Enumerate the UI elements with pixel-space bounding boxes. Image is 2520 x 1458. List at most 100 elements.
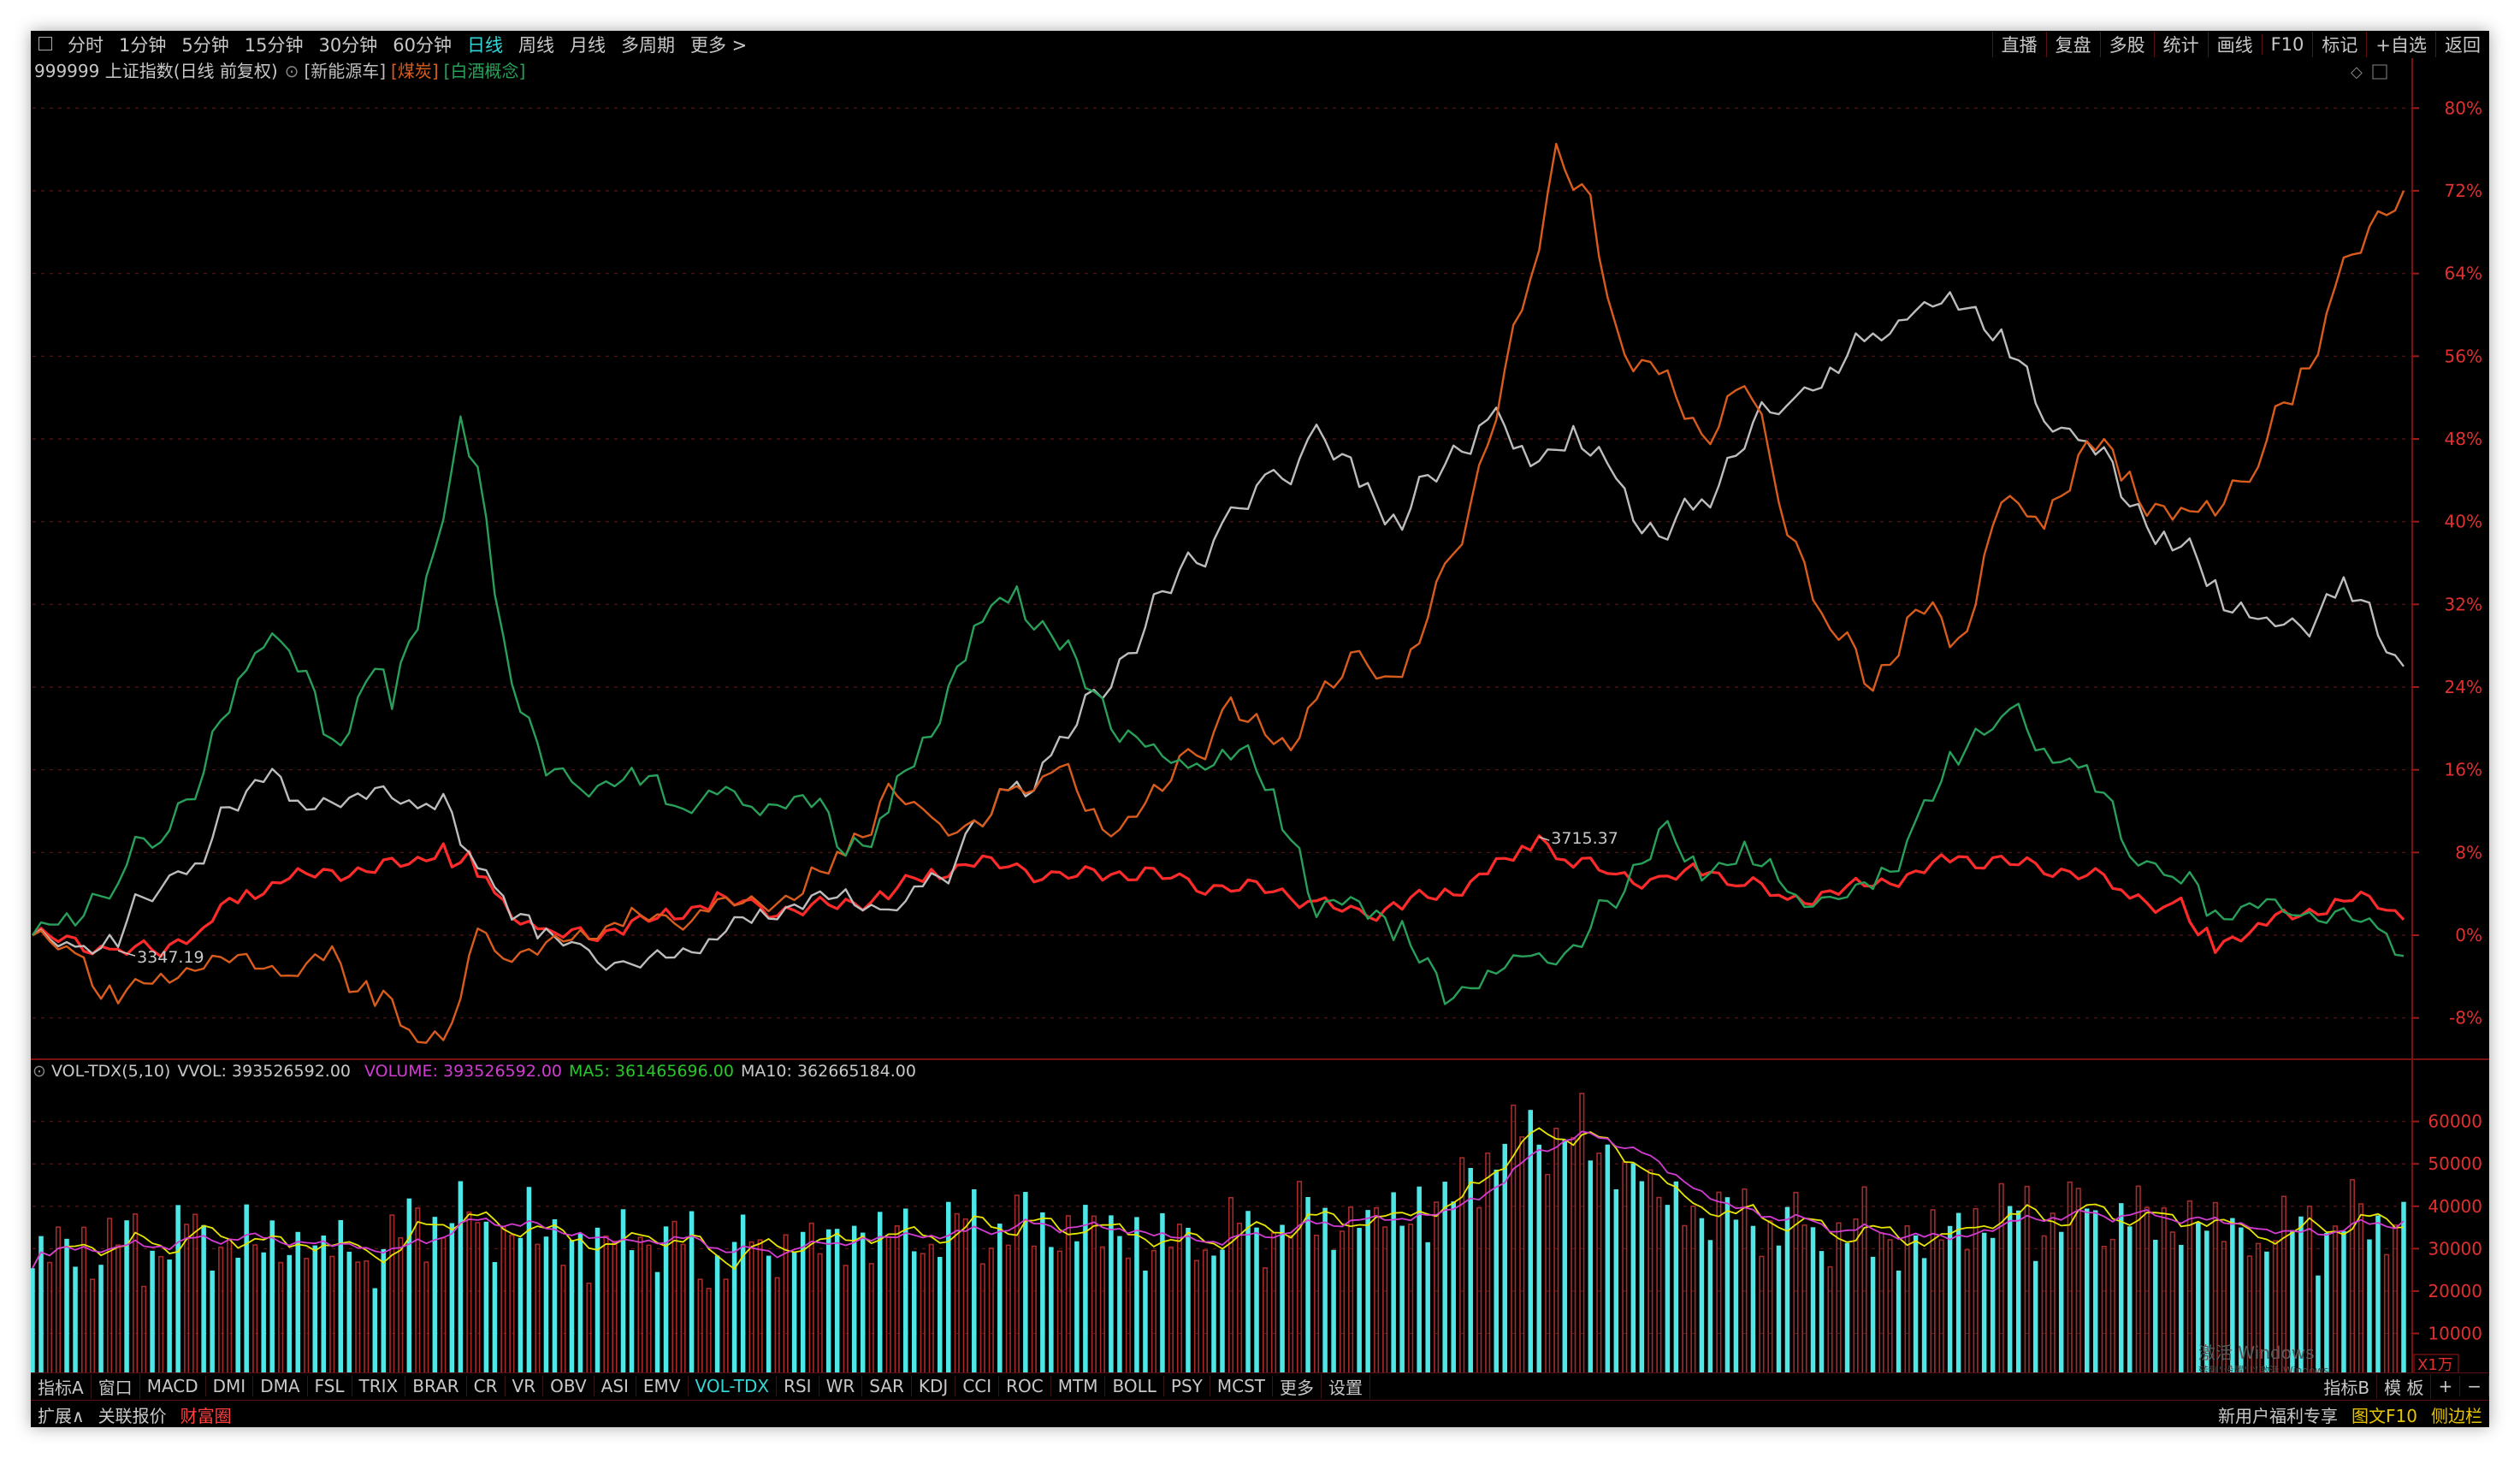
period-item[interactable]: 1分钟 [119, 35, 167, 56]
volume-y-tick-label: 40000 [2428, 1196, 2482, 1217]
volume-bar [235, 1257, 240, 1376]
y-tick-label: 8% [2455, 842, 2482, 862]
tabbar-right-item[interactable]: 指标B [2316, 1373, 2378, 1399]
volume-bar [1322, 1207, 1328, 1376]
volume-bar [1990, 1237, 1996, 1376]
volume-bar [2196, 1222, 2201, 1376]
volume-bar [406, 1198, 412, 1376]
chart-area[interactable]: 999999 上证指数(日线 前复权) ⊙ [新能源车] [煤炭] [白酒概念] ◇80%… [31, 58, 2489, 1390]
status-left-item[interactable]: 关联报价 [98, 1405, 167, 1426]
volume-bar [620, 1209, 626, 1376]
volume-y-tick-label: 60000 [2428, 1111, 2482, 1132]
indicator-tab[interactable]: 指标A [31, 1373, 92, 1399]
tabbar-right-item[interactable]: + [2431, 1376, 2461, 1396]
indicator-tab[interactable]: DMI [206, 1376, 254, 1396]
volume-bar [64, 1238, 69, 1376]
volume-bar [261, 1252, 266, 1376]
volume-bar [595, 1227, 600, 1376]
period-item[interactable]: 日线 [466, 35, 503, 56]
volume-bar [1160, 1212, 1165, 1376]
volume-bar [526, 1187, 532, 1376]
toolbar-right-item[interactable]: F10 [2261, 34, 2313, 55]
volume-bar [518, 1237, 524, 1376]
status-right-item[interactable]: 侧边栏 [2431, 1405, 2482, 1426]
volume-bar [1724, 1197, 1730, 1376]
indicator-tab[interactable]: 设置 [1322, 1373, 1371, 1399]
volume-bar [877, 1212, 883, 1376]
indicator-tab[interactable]: 窗口 [92, 1373, 140, 1399]
period-item[interactable]: 60分钟 [393, 35, 452, 56]
indicator-tab[interactable]: 更多 [1273, 1373, 1322, 1399]
status-right-item[interactable]: 图文F10 [2351, 1405, 2417, 1426]
indicator-tab[interactable]: TRIX [352, 1376, 406, 1396]
volume-bar [2032, 1260, 2038, 1376]
indicator-tab[interactable]: WR [819, 1376, 863, 1396]
toolbar-right-item[interactable]: 多股 [2099, 32, 2154, 57]
indicator-tab[interactable]: MACD [140, 1376, 206, 1396]
period-list: 分时 1分钟 5分钟 15分钟 30分钟 60分钟 日线 周线 月线 多周期 更多 > [60, 32, 754, 57]
indicator-tab[interactable]: SAR [862, 1376, 912, 1396]
indicator-tab[interactable]: ASI [595, 1376, 636, 1396]
collapse-icon: ⊙ [33, 1062, 51, 1081]
volume-bar [1502, 1143, 1507, 1376]
volume-bar [2084, 1208, 2090, 1376]
volume-bar [629, 1250, 635, 1376]
y-tick-label: -8% [2449, 1008, 2482, 1028]
indicator-tab[interactable]: VOL-TDX [689, 1376, 778, 1396]
period-item[interactable]: 月线 [569, 35, 606, 56]
volume-bar [1254, 1227, 1259, 1376]
indicator-tab[interactable]: BOLL [1105, 1376, 1164, 1396]
period-item[interactable]: 分时 [68, 35, 104, 56]
volume-bar [1365, 1210, 1370, 1376]
panel-toggle-icon [2372, 64, 2387, 80]
indicator-tab[interactable]: RSI [777, 1376, 819, 1396]
indicator-tab[interactable]: PSY [1164, 1376, 1210, 1396]
volume-bar [1896, 1270, 1902, 1376]
period-item[interactable]: 5分钟 [181, 35, 229, 56]
indicator-tab[interactable]: FSL [308, 1376, 352, 1396]
volume-unit-label: X1万 [2417, 1356, 2453, 1374]
period-item[interactable]: 周线 [518, 35, 554, 56]
indicator-tab[interactable]: MTM [1051, 1376, 1106, 1396]
indicator-name: VOL-TDX(5,10) [51, 1062, 170, 1081]
indicator-tab[interactable]: EMV [636, 1376, 689, 1396]
indicator-tab[interactable]: MCST [1210, 1376, 1274, 1396]
diamond-icon: ◇ [2351, 63, 2363, 81]
volume-bar [244, 1204, 249, 1376]
toolbar-right-item[interactable]: 标记 [2312, 32, 2366, 57]
toolbar-right-item[interactable]: +自选 [2366, 32, 2435, 57]
volume-bar [1776, 1245, 1782, 1376]
toolbar-right-item[interactable]: 画线 [2207, 32, 2262, 57]
indicator-tab[interactable]: CCI [955, 1376, 1000, 1396]
status-right-item[interactable]: 新用户福利专享 [2218, 1405, 2339, 1426]
indicator-tab[interactable]: CR [467, 1376, 506, 1396]
volume-bar [2401, 1201, 2406, 1376]
tabbar-right-item[interactable]: 模 板 [2377, 1373, 2432, 1399]
indicator-tab[interactable]: BRAR [405, 1376, 467, 1396]
indicator-tab[interactable]: ROC [999, 1376, 1051, 1396]
indicator-tab[interactable]: VR [506, 1376, 544, 1396]
indicator-tab[interactable]: KDJ [912, 1376, 956, 1396]
index-title: 999999 上证指数(日线 前复权) [34, 61, 278, 81]
layout-toggle-icon[interactable] [31, 34, 60, 55]
indicator-tab[interactable]: DMA [253, 1376, 308, 1396]
y-tick-label: 56% [2445, 346, 2482, 366]
volume-bar [2298, 1216, 2304, 1376]
volume-bar [1588, 1160, 1594, 1376]
volume-bar [689, 1211, 695, 1376]
status-left-item[interactable]: 财富圈 [180, 1405, 232, 1426]
toolbar-right-item[interactable]: 统计 [2153, 32, 2208, 57]
toolbar-right-item[interactable]: 返回 [2435, 32, 2489, 57]
period-item[interactable]: 30分钟 [318, 35, 378, 56]
volume-bar [1870, 1256, 1876, 1376]
volume-bar [731, 1242, 737, 1376]
indicator-tab[interactable]: OBV [543, 1376, 595, 1396]
period-item[interactable]: 多周期 [620, 35, 675, 56]
period-item[interactable]: 15分钟 [244, 35, 304, 56]
status-left-item[interactable]: 扩展∧ [38, 1405, 85, 1426]
y-tick-label: 80% [2445, 98, 2482, 118]
toolbar-right-item[interactable]: 直播 [1991, 32, 2046, 57]
period-item[interactable]: 更多 > [689, 35, 748, 56]
toolbar-right-item[interactable]: 复盘 [2045, 32, 2100, 57]
tabbar-right-item[interactable]: − [2460, 1376, 2489, 1396]
